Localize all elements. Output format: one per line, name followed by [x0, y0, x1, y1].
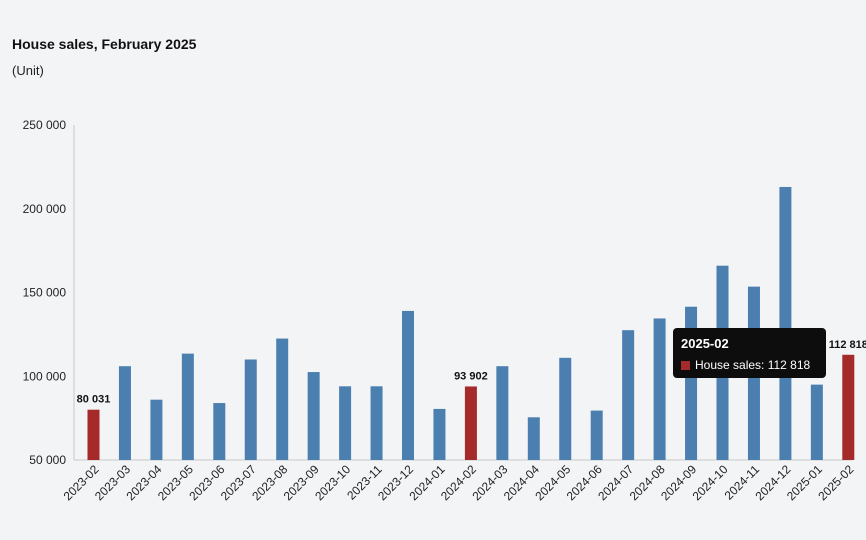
data-label: 112 818	[829, 339, 866, 351]
bar[interactable]	[339, 386, 352, 460]
bar[interactable]	[842, 354, 855, 460]
bar[interactable]	[370, 386, 383, 460]
chart-tooltip: 2025-02 House sales: 112 818	[673, 328, 826, 378]
data-label: 80 031	[77, 394, 111, 406]
tooltip-title: 2025-02	[681, 336, 729, 351]
bar[interactable]	[653, 318, 666, 460]
chart-title: House sales, February 2025	[12, 36, 197, 52]
unit-label: (Unit)	[12, 63, 44, 78]
bar[interactable]	[590, 410, 603, 460]
bar[interactable]	[433, 408, 446, 460]
x-tick-label: 2025-02	[815, 462, 856, 503]
bar[interactable]	[622, 330, 635, 460]
y-tick-label: 100 000	[23, 369, 67, 383]
y-axis-ticks: 250 000 200 000 150 000 100 000 50 000	[23, 118, 67, 467]
bar-series	[87, 186, 855, 461]
bar[interactable]	[464, 386, 477, 460]
bar[interactable]	[244, 359, 257, 461]
bar[interactable]	[276, 338, 289, 460]
bar[interactable]	[559, 357, 572, 460]
bar[interactable]	[213, 403, 226, 460]
tooltip-value: House sales: 112 818	[695, 358, 811, 372]
bar[interactable]	[496, 366, 509, 460]
data-labels: 80 031 93 902 112 818	[77, 339, 866, 406]
bar[interactable]	[527, 417, 540, 460]
tooltip-row: House sales: 112 818	[681, 358, 810, 372]
bar[interactable]	[307, 372, 320, 460]
tooltip-swatch	[681, 361, 690, 370]
bar[interactable]	[181, 353, 194, 460]
bar[interactable]	[402, 310, 414, 460]
bar[interactable]	[150, 399, 163, 460]
data-label: 93 902	[454, 370, 488, 382]
y-tick-label: 150 000	[23, 286, 67, 300]
bar[interactable]	[810, 384, 823, 460]
bar[interactable]	[779, 186, 792, 460]
y-tick-label: 200 000	[23, 202, 67, 216]
bar[interactable]	[118, 366, 131, 460]
y-tick-label: 50 000	[29, 453, 66, 467]
x-axis-ticks: 2023-022023-032023-042023-052023-062023-…	[61, 462, 857, 503]
bar[interactable]	[87, 409, 100, 460]
y-tick-label: 250 000	[23, 118, 67, 132]
